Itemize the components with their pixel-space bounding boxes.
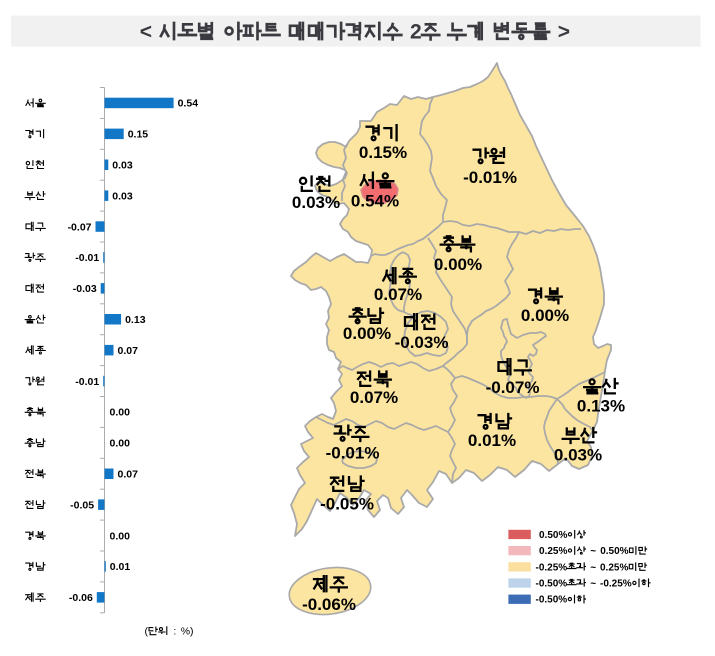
svg-text:-0.50%: -0.50% [536,595,568,606]
svg-text:<: < [140,21,152,44]
svg-text:0.00: 0.00 [110,530,131,542]
svg-text:0.00%: 0.00% [521,306,569,325]
svg-text:-0.03%: -0.03% [395,333,449,352]
svg-text:-0.07: -0.07 [68,221,92,233]
svg-text:2: 2 [410,21,422,44]
svg-text:-0.01: -0.01 [75,376,99,388]
svg-text:-0.25%: -0.25% [600,579,632,590]
svg-text:~: ~ [590,562,596,573]
svg-text:0.13%: 0.13% [577,397,625,416]
svg-text:0.07%: 0.07% [374,285,422,304]
svg-text:0.03: 0.03 [112,190,133,202]
svg-text:0.50%: 0.50% [539,530,567,541]
svg-text:-0.01%: -0.01% [463,168,517,187]
svg-text:0.54%: 0.54% [351,192,399,211]
svg-text:-0.05: -0.05 [70,499,94,511]
svg-text:0.54: 0.54 [178,98,199,110]
svg-text:0.00: 0.00 [110,407,131,419]
svg-text:0.03%: 0.03% [554,446,602,465]
svg-text:-0.05%: -0.05% [320,495,374,514]
svg-text:0.07: 0.07 [118,345,139,357]
svg-text::: : [173,626,176,638]
svg-text:-0.01: -0.01 [75,252,99,264]
svg-text:0.03: 0.03 [112,159,133,171]
svg-text:0.25%: 0.25% [539,546,567,557]
svg-text:0.07: 0.07 [118,468,139,480]
svg-text:-0.06: -0.06 [69,592,93,604]
svg-text:-0.03: -0.03 [73,283,97,295]
svg-text:~: ~ [590,546,596,557]
svg-text:0.15%: 0.15% [359,143,407,162]
svg-text:0.00%: 0.00% [434,255,482,274]
svg-text:-0.01%: -0.01% [326,444,380,463]
svg-text:-0.07%: -0.07% [486,378,540,397]
svg-text:0.13: 0.13 [125,314,146,326]
svg-text:(: ( [145,626,149,638]
svg-text:0.15: 0.15 [128,129,149,141]
svg-text:0.01%: 0.01% [468,431,516,450]
svg-text:~: ~ [590,579,596,590]
svg-text:%): %) [181,626,194,638]
svg-text:0.50%: 0.50% [600,546,628,557]
svg-text:0.03%: 0.03% [292,193,340,212]
svg-text:-0.06%: -0.06% [302,595,356,614]
svg-text:-0.50%: -0.50% [536,579,568,590]
svg-text:0.00%: 0.00% [343,324,391,343]
svg-text:>: > [558,21,570,44]
svg-text:0.07%: 0.07% [350,388,398,407]
svg-text:0.01: 0.01 [110,561,131,573]
svg-text:0.00: 0.00 [110,438,131,450]
svg-text:0.25%: 0.25% [600,562,628,573]
svg-text:-0.25%: -0.25% [536,562,568,573]
